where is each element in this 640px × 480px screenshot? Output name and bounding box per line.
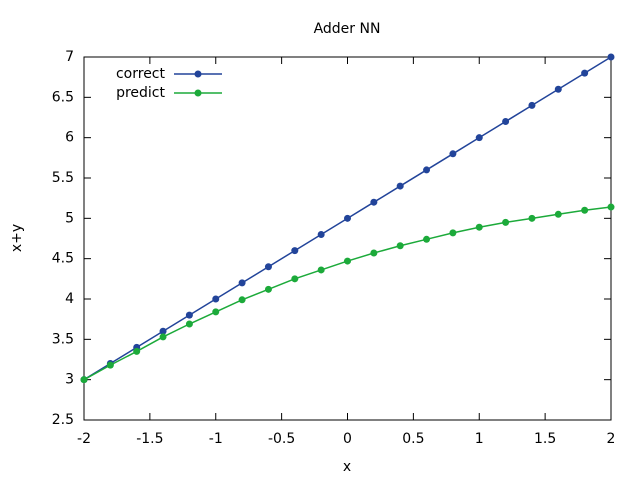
data-point: [502, 118, 510, 126]
y-tick-label: 5.5: [52, 170, 74, 186]
y-tick-label: 6.5: [52, 89, 74, 105]
x-axis-label: x: [343, 459, 351, 475]
legend-marker: [194, 89, 202, 97]
data-point: [607, 203, 615, 211]
data-point: [502, 218, 510, 226]
x-tick-label: -2: [77, 431, 91, 447]
x-tick-label: -1.5: [136, 431, 163, 447]
data-point: [238, 279, 246, 287]
y-axis-label: x+y: [9, 224, 25, 252]
legend-label: predict: [116, 85, 165, 101]
data-point: [317, 266, 325, 274]
data-point: [528, 214, 536, 222]
x-tick-label: 1: [475, 431, 484, 447]
y-tick-label: 6: [65, 130, 74, 146]
data-point: [607, 53, 615, 61]
chart-title: Adder NN: [314, 21, 381, 37]
series-line: [83, 206, 612, 381]
data-point: [159, 327, 167, 335]
y-tick-label: 3.5: [52, 331, 74, 347]
data-point: [581, 69, 589, 77]
data-point: [212, 308, 220, 316]
data-point: [449, 229, 457, 237]
data-point: [370, 249, 378, 257]
data-point: [581, 206, 589, 214]
plot-border: [83, 56, 612, 421]
legend-marker: [194, 70, 202, 78]
data-point: [185, 311, 193, 319]
data-point: [554, 85, 562, 93]
data-point: [133, 347, 141, 355]
y-tick-label: 5: [65, 210, 74, 226]
data-point: [291, 247, 299, 255]
data-point: [106, 361, 114, 369]
x-tick-label: 0.5: [402, 431, 424, 447]
data-point: [291, 275, 299, 283]
x-tick-label: -1: [209, 431, 223, 447]
data-point: [264, 285, 272, 293]
data-point: [159, 333, 167, 341]
data-point: [449, 150, 457, 158]
data-point: [238, 296, 246, 304]
data-point: [344, 214, 351, 222]
data-point: [185, 320, 193, 328]
x-tick-label: 1.5: [534, 431, 556, 447]
data-point: [554, 210, 562, 218]
x-tick-label: -0.5: [268, 431, 295, 447]
data-point: [475, 134, 483, 142]
data-point: [396, 242, 404, 250]
x-tick-label: 2: [607, 431, 616, 447]
legend-label: correct: [116, 66, 166, 82]
data-point: [344, 257, 351, 265]
x-tick-label: 0: [343, 431, 352, 447]
data-point: [212, 295, 220, 303]
y-tick-label: 7: [65, 49, 74, 65]
data-point: [475, 223, 483, 231]
data-point: [317, 230, 325, 238]
data-point: [396, 182, 404, 190]
data-point: [80, 376, 88, 384]
data-point: [528, 101, 536, 109]
y-tick-label: 2.5: [52, 412, 74, 428]
y-tick-label: 3: [65, 372, 74, 388]
y-tick-label: 4: [65, 291, 74, 307]
data-point: [423, 235, 431, 243]
data-point: [423, 166, 431, 174]
data-point: [264, 263, 272, 271]
data-point: [370, 198, 378, 206]
y-tick-label: 4.5: [52, 251, 74, 267]
